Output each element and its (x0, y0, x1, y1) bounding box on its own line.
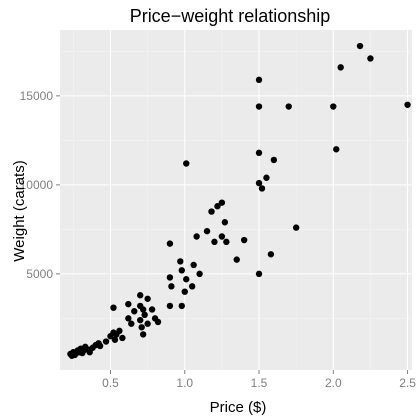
data-point (211, 238, 218, 246)
data-point (181, 288, 188, 295)
data-point (255, 149, 263, 157)
data-point (166, 240, 174, 247)
data-point (270, 156, 278, 164)
major-gridlines (60, 30, 412, 370)
data-point (330, 103, 337, 110)
data-point (128, 320, 135, 327)
data-point (96, 342, 104, 350)
x-tick-label: 1.0 (176, 376, 193, 390)
data-point (178, 302, 185, 310)
data-point (137, 292, 144, 299)
data-point (168, 283, 175, 290)
y-axis-title: Weight (carats) (11, 160, 28, 261)
data-point (139, 306, 147, 313)
data-point (188, 283, 196, 290)
y-axis-ticks: 5000 10000 15000 (20, 89, 60, 281)
data-point (154, 318, 162, 326)
data-point (190, 261, 197, 269)
data-point (166, 274, 174, 281)
x-axis-title: Price ($) (210, 399, 267, 416)
data-point (131, 308, 138, 315)
data-point (255, 76, 263, 84)
data-point (218, 233, 226, 240)
data-points (67, 42, 411, 359)
data-point (183, 276, 190, 283)
data-point (119, 334, 126, 342)
data-point (255, 103, 263, 110)
data-point (285, 103, 292, 110)
data-point (292, 224, 300, 231)
data-point (144, 295, 151, 302)
data-point (255, 179, 263, 187)
data-point (178, 267, 185, 274)
x-tick-label: 1.5 (251, 376, 268, 390)
data-point (116, 327, 123, 335)
data-point (218, 199, 226, 206)
data-point (148, 306, 156, 313)
data-point (196, 270, 203, 278)
data-point (404, 101, 411, 108)
data-point (367, 55, 374, 62)
data-point (137, 316, 144, 324)
data-point (221, 219, 229, 226)
data-point (177, 258, 184, 265)
y-tick-label: 15000 (20, 89, 54, 103)
data-point (166, 302, 174, 310)
chart-title: Price−weight relationship (130, 6, 331, 26)
data-point (203, 227, 211, 235)
data-point (111, 336, 119, 343)
data-point (183, 160, 190, 167)
data-point (125, 300, 132, 308)
data-point (263, 174, 270, 181)
data-point (141, 311, 148, 319)
data-point (208, 208, 215, 215)
y-tick-label: 5000 (26, 267, 53, 281)
y-tick-label: 10000 (20, 178, 54, 192)
data-point (214, 203, 221, 210)
data-point (267, 251, 275, 258)
minor-gridlines (60, 30, 412, 370)
x-tick-label: 2.5 (399, 376, 416, 390)
data-point (258, 185, 266, 192)
data-point (110, 304, 117, 311)
x-axis-ticks: 0.5 1.0 1.5 2.0 2.5 (102, 370, 416, 390)
data-point (240, 236, 248, 244)
data-point (138, 324, 145, 331)
data-point (125, 315, 132, 322)
data-point (333, 146, 340, 153)
data-point (255, 270, 263, 278)
data-point (102, 338, 110, 345)
x-tick-label: 2.0 (325, 376, 342, 390)
data-point (356, 42, 364, 50)
x-tick-label: 0.5 (102, 376, 119, 390)
data-point (223, 238, 230, 246)
data-point (139, 331, 147, 338)
data-point (233, 256, 240, 263)
data-point (337, 64, 344, 71)
plot-panel (60, 30, 412, 370)
data-point (193, 233, 200, 240)
data-point (144, 320, 151, 327)
